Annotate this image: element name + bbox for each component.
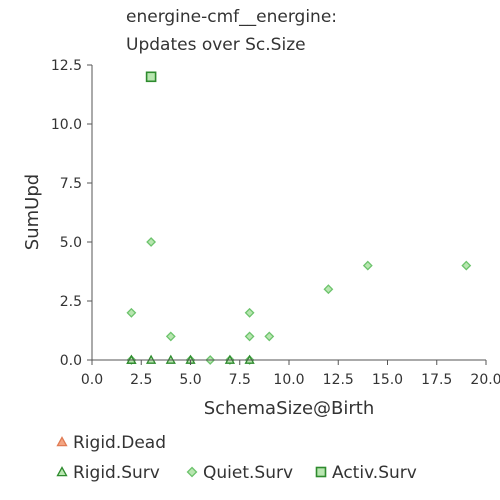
x-tick-label: 15.0 — [372, 372, 403, 388]
x-tick-label: 5.0 — [179, 372, 201, 388]
x-axis-label: SchemaSize@Birth — [204, 398, 375, 419]
legend-label: Rigid.Surv — [73, 463, 160, 483]
data-point — [126, 307, 137, 318]
x-tick-label: 17.5 — [421, 372, 452, 388]
data-point — [264, 331, 275, 342]
x-tick-label: 7.5 — [229, 372, 251, 388]
y-tick-label: 0.0 — [60, 353, 82, 369]
chart-title-line-2: Updates over Sc.Size — [126, 35, 306, 55]
y-axis-label: SumUpd — [22, 174, 43, 250]
x-tick-label: 20.0 — [470, 372, 500, 388]
legend-marker — [315, 466, 327, 478]
axes: 0.0 2.5 5.0 7.5 10.0 12.5 15.0 17.5 20.0 0.0 2.5 5.… — [51, 58, 500, 388]
plot-area — [126, 71, 472, 365]
data-point — [323, 284, 334, 295]
legend-label: Activ.Surv — [332, 463, 417, 483]
legend-marker — [56, 466, 68, 477]
data-point — [145, 71, 157, 83]
data-point — [165, 331, 176, 342]
y-tick-label: 12.5 — [51, 58, 82, 74]
y-tick-label: 7.5 — [60, 176, 82, 192]
y-tick-label: 10.0 — [51, 117, 82, 133]
legend-label: Quiet.Surv — [203, 463, 293, 483]
legend-marker — [56, 436, 68, 447]
chart-title-line-1: energine-cmf__energine: — [126, 7, 337, 27]
data-point — [461, 260, 472, 271]
data-point — [362, 260, 373, 271]
x-tick-label: 2.5 — [130, 372, 152, 388]
y-tick-label: 2.5 — [60, 294, 82, 310]
y-tick-label: 5.0 — [60, 235, 82, 251]
x-tick-label: 0.0 — [81, 372, 103, 388]
legend-marker — [186, 466, 198, 478]
x-tick-label: 10.0 — [273, 372, 304, 388]
legend-label: Rigid.Dead — [73, 433, 166, 453]
legend: Rigid.Dead Rigid.Surv Quiet.Surv Activ.Surv — [56, 433, 417, 483]
data-point — [146, 237, 157, 247]
x-tick-label: 12.5 — [323, 372, 354, 388]
data-point — [244, 307, 255, 318]
data-point — [244, 331, 255, 342]
